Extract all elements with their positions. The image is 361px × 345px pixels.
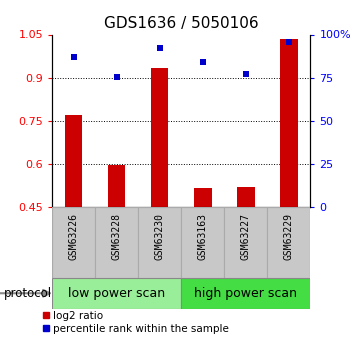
Bar [181, 278, 310, 309]
Bar [138, 207, 181, 278]
Point [71, 54, 77, 60]
Title: GDS1636 / 5050106: GDS1636 / 5050106 [104, 16, 259, 31]
Bar [225, 207, 268, 278]
Bar [65, 115, 82, 207]
Text: protocol: protocol [4, 287, 52, 300]
Bar [108, 165, 126, 207]
Bar [52, 278, 182, 309]
Legend: log2 ratio, percentile rank within the sample: log2 ratio, percentile rank within the s… [38, 307, 233, 338]
Text: GSM63230: GSM63230 [155, 213, 165, 260]
Text: GSM63163: GSM63163 [198, 213, 208, 260]
Bar [268, 207, 310, 278]
Text: high power scan: high power scan [195, 287, 297, 300]
Point [114, 74, 120, 79]
Point [286, 39, 292, 45]
Text: GSM63227: GSM63227 [241, 213, 251, 260]
Bar [181, 207, 225, 278]
Point [200, 59, 206, 65]
Text: GSM63226: GSM63226 [69, 213, 79, 260]
Text: GSM63229: GSM63229 [284, 213, 294, 260]
Text: low power scan: low power scan [68, 287, 165, 300]
Point [243, 71, 249, 77]
Point [157, 46, 163, 51]
Bar [237, 187, 255, 207]
Bar [194, 188, 212, 207]
Bar [280, 39, 297, 207]
Bar [52, 207, 95, 278]
Text: GSM63228: GSM63228 [112, 213, 122, 260]
Bar [151, 68, 169, 207]
Bar [95, 207, 138, 278]
